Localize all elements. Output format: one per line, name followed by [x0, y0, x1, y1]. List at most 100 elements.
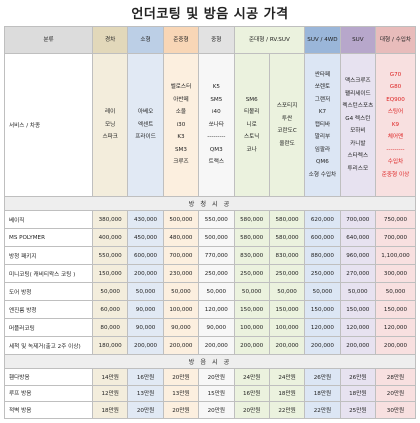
price-cell: 120,000 [375, 318, 416, 337]
price-cell: 150,000 [375, 300, 416, 319]
price-cell: 120,000 [304, 318, 341, 337]
price-cell: 24만원 [233, 368, 270, 386]
price-cell: 480,000 [162, 228, 200, 247]
vehicle-name: i40 [211, 109, 221, 116]
vehicle-name: 준중형 이상 [381, 171, 410, 178]
vehicle-cell: K5 SM5 i40 쏘나타 --------- QM3 트랙스 [198, 53, 235, 197]
price-cell: 150,000 [233, 300, 270, 319]
price-cell: 300,000 [375, 264, 416, 283]
price-cell: 120,000 [198, 300, 235, 319]
price-cell: 580,000 [268, 210, 306, 229]
row-label: 베이직 [4, 210, 93, 229]
price-cell: 230,000 [162, 264, 200, 283]
price-cell: 550,000 [198, 210, 235, 229]
price-row: 베이직 380,000 430,000 500,000 550,000 580,000 58… [4, 210, 416, 229]
price-cell: 150,000 [91, 264, 129, 283]
header-cell: 소형 [127, 26, 164, 54]
vehicle-name: 아반떼 [173, 96, 189, 103]
price-cell: 700,000 [375, 228, 416, 247]
vehicle-name: G80 [389, 84, 402, 91]
row-label: 엔진룸 방청 [4, 300, 93, 319]
vehicle-name: 프라이드 [135, 134, 156, 141]
vehicle-name: 엑센트 [137, 121, 154, 128]
price-cell: 50,000 [162, 282, 200, 301]
price-row: 루프 방음 12만원 13만원 13만원 15만원 16만원 18만원 18만원 18만원 20만… [4, 384, 416, 402]
price-cell: 200,000 [339, 336, 377, 355]
vehicle-name: G4 렉스턴 [345, 115, 371, 122]
price-cell: 200,000 [127, 264, 164, 283]
price-cell: 200,000 [375, 336, 416, 355]
price-cell: 22만원 [304, 401, 341, 419]
price-cell: 90,000 [162, 318, 200, 337]
price-row: 적벽 방음 18만원 20만원 20만원 20만원 20만원 22만원 22만원 25만원 30만… [4, 401, 416, 419]
price-cell: 18만원 [91, 401, 129, 419]
vehicle-name: 맥스크루즈 [344, 78, 371, 84]
price-cell: 250,000 [233, 264, 270, 283]
vehicle-cell: G70 G80 EQ900 스팅어 K9 체어맨 --------- 수입차 준중형 이상 [375, 53, 416, 197]
vehicle-name: 레이 [105, 109, 116, 116]
price-cell: 270,000 [339, 264, 377, 283]
row-label: 루프 방음 [4, 384, 93, 402]
price-row: 휀다방음 14만원 16만원 20만원 20만원 24만원 24만원 26만원 26만원 28만원 [4, 368, 416, 386]
price-cell: 18만원 [268, 384, 306, 402]
price-cell: 250,000 [268, 264, 306, 283]
vehicle-name: QM3 [209, 146, 223, 153]
header-cell: SUV [339, 26, 377, 54]
price-cell: 15만원 [198, 384, 235, 402]
price-cell: 500,000 [162, 210, 200, 229]
price-cell: 20만원 [162, 368, 200, 386]
price-cell: 120,000 [339, 318, 377, 337]
price-cell: 250,000 [304, 264, 341, 283]
price-row: MS POLYMER 400,000 450,000 480,000 500,000 58… [4, 228, 416, 247]
vehicle-name: 임팔라 [314, 146, 331, 153]
header-cell: 준대형 / RV.SUV [233, 26, 306, 54]
price-cell: 700,000 [339, 210, 377, 229]
price-cell: 600,000 [127, 246, 164, 265]
vehicle-name: 스타렉스 [347, 153, 369, 159]
row-label: 머플러코팅 [4, 318, 93, 337]
price-cell: 200,000 [127, 336, 164, 355]
price-cell: 450,000 [127, 228, 164, 247]
header-cell: 분류 [4, 26, 93, 54]
price-cell: 50,000 [91, 282, 129, 301]
section-row: 방 청 시 공 [4, 196, 416, 211]
price-cell: 18만원 [304, 384, 341, 402]
price-cell: 830,000 [268, 246, 306, 265]
vehicle-name: --------- [207, 134, 226, 141]
price-cell: 880,000 [304, 246, 341, 265]
price-cell: 90,000 [127, 318, 164, 337]
price-cell: 26만원 [304, 368, 341, 386]
row-label: 세척 및 녹제거(출고 2주 이상) [4, 336, 93, 355]
vehicle-name: 말리부 [314, 134, 331, 141]
price-cell: 1,100,000 [375, 246, 416, 265]
price-cell: 380,000 [91, 210, 129, 229]
vehicle-name: 투싼 [281, 115, 293, 122]
vehicle-name: K9 [391, 121, 400, 128]
vehicle-name: 싼타페 [314, 71, 331, 78]
price-cell: 200,000 [162, 336, 200, 355]
row-label: MS POLYMER [4, 228, 93, 247]
vehicle-cell: 스포티지 투싼 코란도C 올란도 [268, 53, 306, 197]
row-label: 도어 방청 [4, 282, 93, 301]
vehicle-name: 스포티지 [276, 103, 298, 109]
vehicle-name: 티볼리 [243, 109, 260, 116]
row-label: 미니코팅( 캐비티왁스 코팅 ) [4, 264, 93, 283]
header-cell: SUV / 4WD [304, 26, 341, 54]
vehicle-name: 모닝 [105, 121, 116, 128]
vehicle-name: 코나 [246, 146, 257, 153]
vehicle-cell: 레이 모닝 스파크 [91, 53, 129, 197]
price-cell: 90,000 [198, 318, 235, 337]
price-cell: 100,000 [233, 318, 270, 337]
price-cell: 80,000 [91, 318, 129, 337]
price-row: 도어 방청 50,000 50,000 50,000 50,000 50,000 50,00… [4, 282, 416, 301]
price-cell: 830,000 [233, 246, 270, 265]
price-cell: 28만원 [375, 368, 416, 386]
section-row: 방 음 시 공 [4, 354, 416, 369]
price-cell: 20만원 [198, 401, 235, 419]
price-cell: 22만원 [268, 401, 306, 419]
header-cell: 경차 [91, 26, 129, 54]
vehicle-name: SM5 [210, 96, 223, 103]
price-cell: 250,000 [198, 264, 235, 283]
vehicle-name: QM6 [316, 159, 329, 166]
